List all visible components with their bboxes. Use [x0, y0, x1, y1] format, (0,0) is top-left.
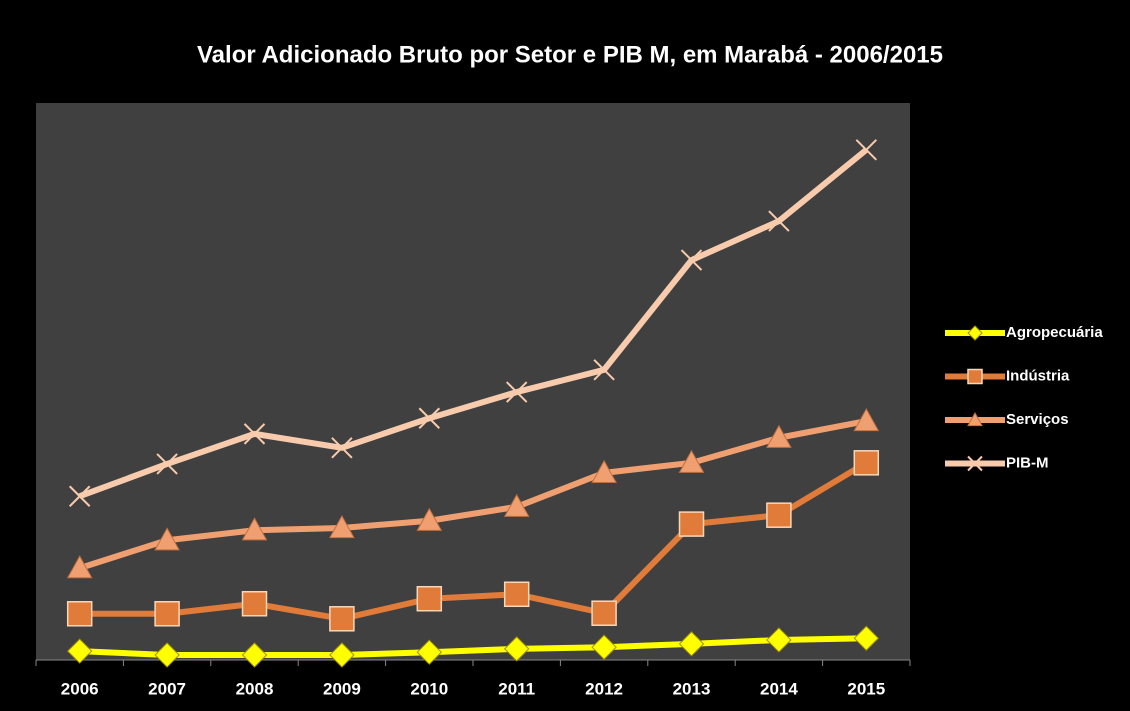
chart-title: Valor Adicionado Bruto por Setor e PIB M… — [197, 41, 943, 68]
legend-label: Serviços — [1006, 411, 1069, 428]
marker — [853, 408, 880, 432]
marker — [505, 381, 528, 403]
marker — [591, 634, 617, 660]
marker — [853, 450, 880, 476]
marker — [329, 642, 355, 668]
series-line — [79, 635, 867, 658]
marker — [967, 455, 983, 472]
marker — [967, 411, 983, 427]
marker — [329, 606, 355, 632]
marker — [331, 437, 353, 459]
marker — [591, 459, 617, 483]
legend-label: PIB-M — [1006, 454, 1049, 471]
marker — [329, 514, 355, 539]
marker — [66, 601, 93, 627]
marker — [853, 625, 880, 651]
x-tick-label: 2010 — [410, 679, 448, 698]
marker — [591, 600, 617, 626]
marker — [680, 249, 703, 271]
series-line — [78, 147, 869, 500]
marker — [68, 485, 91, 507]
marker — [154, 642, 180, 668]
marker — [503, 493, 530, 517]
marker — [766, 502, 792, 528]
x-tick-label: 2006 — [61, 679, 99, 698]
x-tick-label: 2013 — [673, 679, 711, 698]
legend-label: Indústria — [1006, 367, 1070, 384]
series-line — [78, 418, 867, 571]
marker — [154, 527, 180, 551]
marker — [678, 631, 705, 657]
x-tick-label: 2015 — [847, 679, 885, 698]
x-tick-label: 2008 — [236, 679, 274, 698]
marker — [593, 359, 615, 381]
marker — [66, 555, 93, 579]
plot-area — [36, 103, 910, 660]
marker — [768, 210, 790, 232]
marker — [503, 636, 530, 662]
marker — [241, 590, 268, 617]
marker — [855, 139, 878, 161]
x-tick-label: 2014 — [760, 679, 798, 698]
marker — [766, 424, 792, 448]
marker — [678, 511, 705, 537]
marker — [967, 325, 983, 341]
marker — [66, 638, 93, 664]
marker — [154, 601, 180, 627]
marker — [766, 627, 792, 653]
marker — [416, 585, 443, 612]
x-tick-label: 2007 — [148, 679, 186, 698]
marker — [678, 449, 705, 473]
marker — [418, 407, 441, 429]
marker — [243, 423, 266, 445]
legend-label: Agropecuária — [1006, 324, 1103, 341]
marker — [967, 368, 983, 385]
series-line — [79, 460, 868, 622]
x-tick-label: 2011 — [498, 679, 535, 698]
x-tick-label: 2009 — [323, 679, 361, 698]
x-tick-label: 2012 — [585, 679, 623, 698]
marker — [156, 453, 178, 475]
marker — [241, 642, 268, 668]
marker — [416, 507, 443, 531]
marker — [503, 581, 530, 608]
marker — [241, 517, 268, 541]
marker — [416, 639, 443, 665]
